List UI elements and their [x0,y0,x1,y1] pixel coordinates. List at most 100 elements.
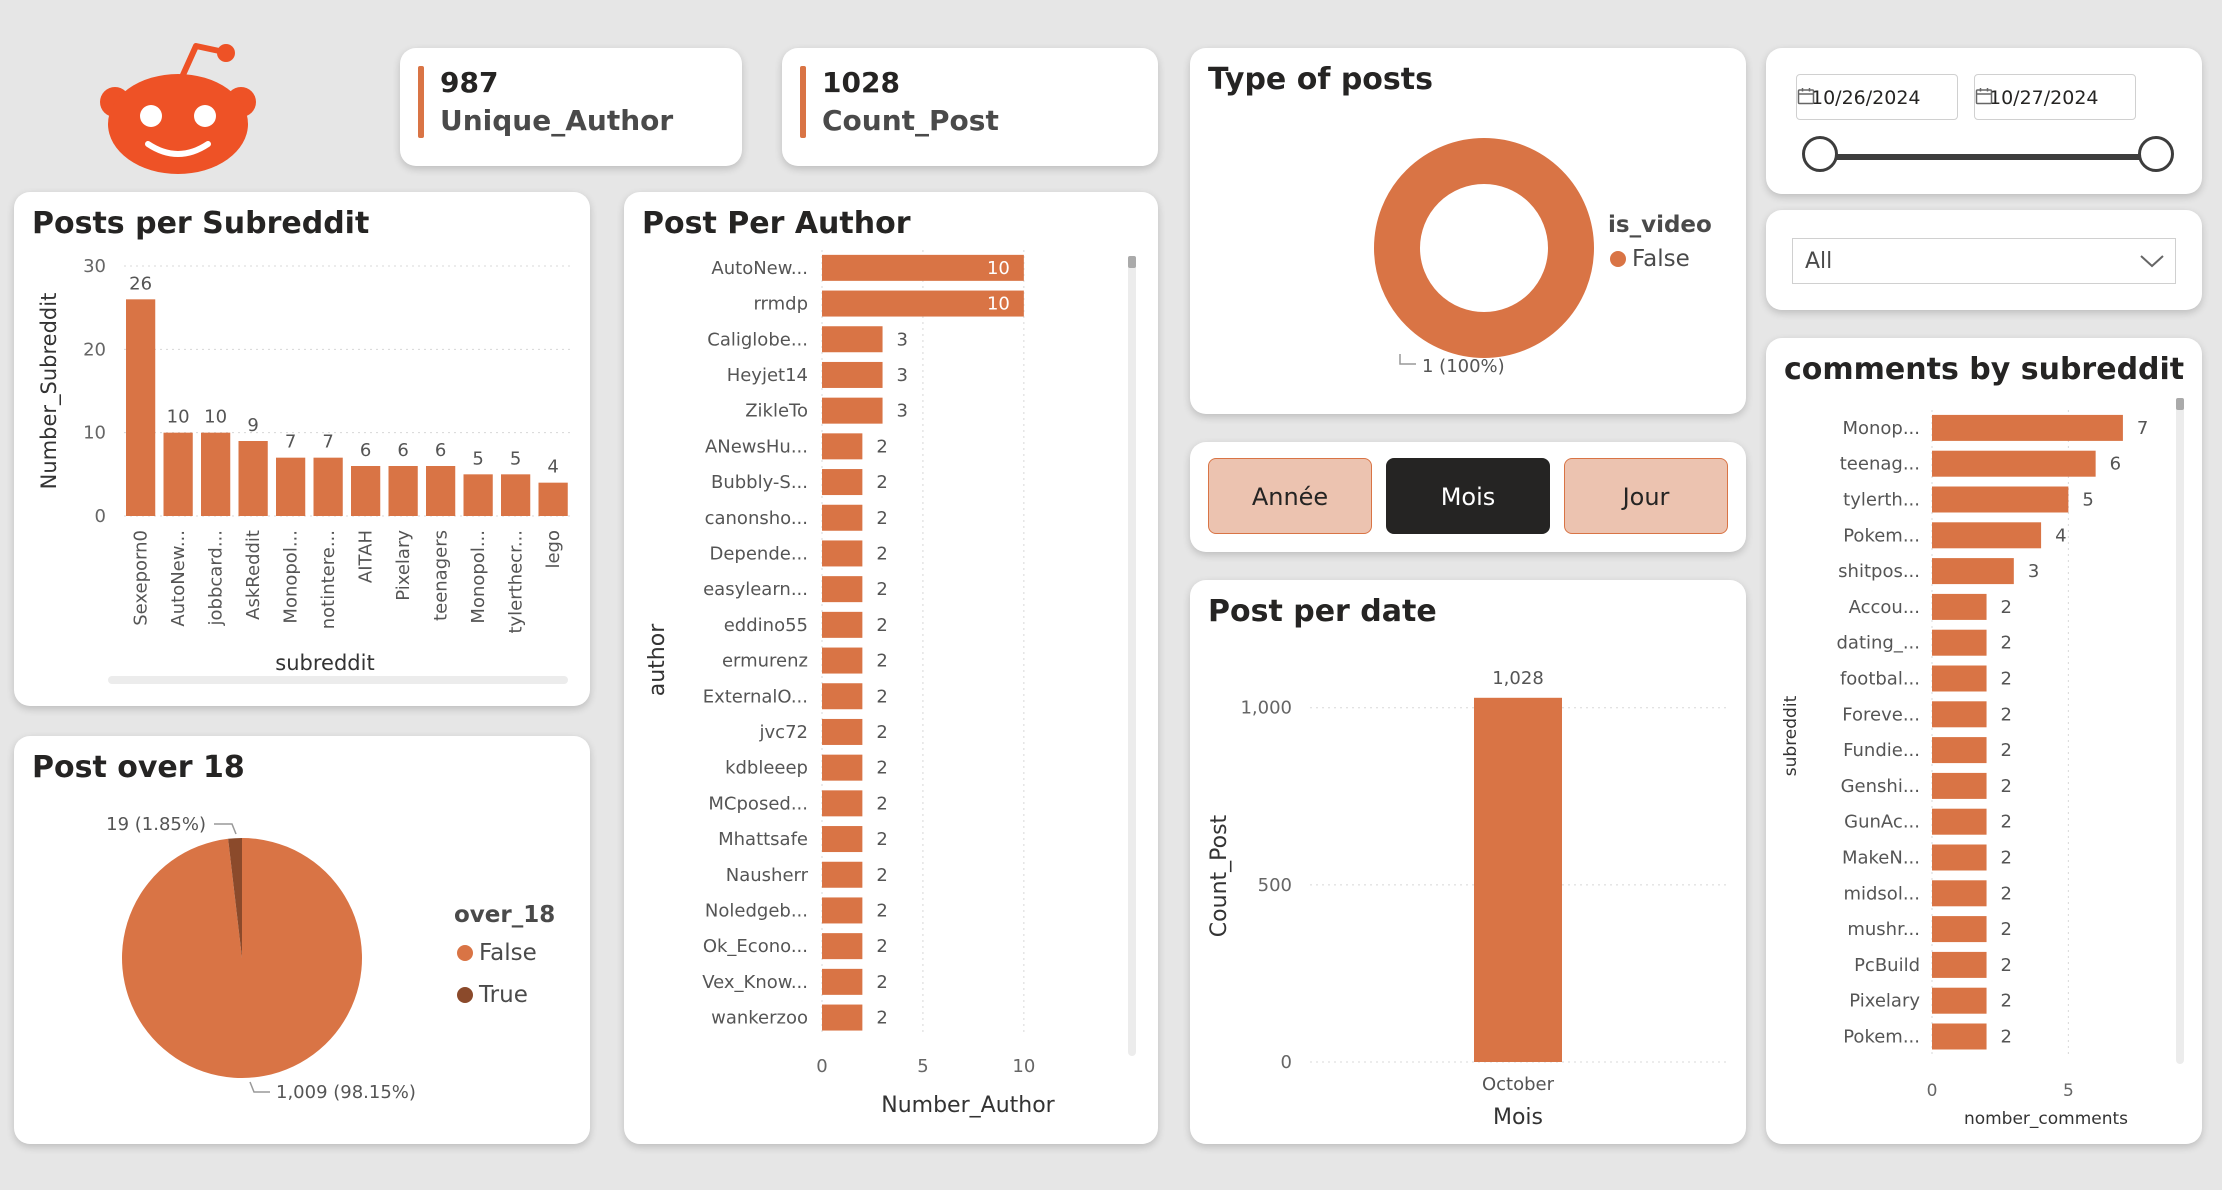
bar [1932,665,1987,692]
end-date-handle[interactable] [2138,136,2174,172]
bar [1932,486,2069,513]
legend-item-true: True [457,982,528,1008]
pie-slice [228,838,242,958]
data-label: 2 [2001,1027,2012,1048]
bar [822,826,863,853]
data-label: 19 (1.85%) [106,814,206,835]
bar [1932,414,2123,441]
y-tick-label: Monop... [1842,418,1920,439]
bar [822,504,863,531]
date-range-track[interactable] [1822,154,2152,160]
data-label: 4 [2055,525,2066,546]
post-over-18-card: Post over 18 19 (1.85%) 1,009 (98.15%) ov… [14,736,590,1144]
bar [822,968,863,995]
bar [822,469,863,496]
post-over-18-chart: 19 (1.85%) 1,009 (98.15%) [106,814,416,1103]
dropdown-slicer-card: All [1766,210,2202,310]
bar [1474,697,1562,1062]
chart-title: Post per date [1208,594,1437,629]
bar [822,397,883,424]
legend-title: is_video [1608,212,1712,238]
bar [501,474,531,516]
bar [426,466,456,516]
data-label: 6 [2110,454,2121,475]
bar [822,683,863,710]
x-tick-label: Sexeporn0 [131,530,152,626]
y-tick-label: shitpos... [1838,561,1920,582]
y-axis-title: Count_Post [1207,814,1232,937]
calendar-icon[interactable] [1975,87,1993,105]
bar [822,718,863,745]
y-tick-label: footbal... [1840,669,1920,690]
data-label: 1 (100%) [1422,356,1505,377]
donut-slice [1374,138,1594,358]
legend-item-false: False [457,940,537,966]
legend-item-false: False [1610,246,1690,272]
end-date-input[interactable]: 10/27/2024 [1974,74,2136,120]
leader-line [1399,354,1416,365]
x-tick-label: 5 [917,1056,928,1077]
data-label: 7 [285,432,296,453]
start-date-input[interactable]: 10/26/2024 [1796,74,1958,120]
legend-label: False [1632,246,1690,272]
kpi-label: Count_Post [822,104,999,137]
kpi-accent [418,66,424,138]
bar [822,897,863,924]
bar [463,474,493,516]
granularity-annee-button[interactable]: Année [1208,458,1372,534]
granularity-jour-button[interactable]: Jour [1564,458,1728,534]
y-tick-label: Noledgeb... [705,900,808,921]
type-of-posts-card: Type of posts 1 (100%) is_video False [1190,48,1746,414]
data-label: 2 [876,793,887,814]
post-per-date-card: Post per date 0 500 1,000 1,028 October Mois C… [1190,580,1746,1144]
y-tick-label: 30 [83,256,106,277]
data-label: 10 [204,407,227,428]
x-tick-label: 5 [2063,1081,2074,1101]
data-label: 2 [876,543,887,564]
data-label: 7 [2137,418,2148,439]
kpi-card-unique-author: 987 Unique_Author [400,48,742,166]
bar [126,299,156,516]
filter-dropdown[interactable]: All [1792,238,2176,284]
x-axis-title: nomber_comments [1964,1109,2128,1129]
y-tick-label: 0 [95,506,106,527]
dropdown-selected-value: All [1805,249,1833,274]
y-tick-label: 1,000 [1240,698,1292,719]
y-tick-label: Heyjet14 [727,365,808,386]
bar [822,326,883,353]
posts-per-subreddit-card: Posts per Subreddit 0 10 20 30 26 Sexeporn0 10… [14,192,590,706]
data-label: 2 [2001,883,2012,904]
data-label: 2 [876,508,887,529]
calendar-icon[interactable] [1797,87,1815,105]
bar [822,790,863,817]
leader-line [214,823,237,835]
legend-label: True [479,982,528,1008]
x-tick-label: lego [543,530,564,569]
y-tick-label: Foreve... [1842,704,1920,725]
type-of-posts-chart: 1 (100%) [1374,138,1594,377]
y-tick-label: Caliglobe... [707,329,808,350]
bar [1932,772,1987,799]
data-label: 2 [876,1008,887,1029]
granularity-mois-button[interactable]: Mois [1386,458,1550,534]
bar [1932,844,1987,871]
kpi-value: 987 [440,66,499,99]
chart-title: Type of posts [1208,62,1433,97]
data-label: 2 [2001,633,2012,654]
bar [822,611,863,638]
bar [1932,737,1987,764]
data-label: 2 [2001,704,2012,725]
data-label: 2 [2001,740,2012,761]
data-label: 2 [876,758,887,779]
reddit-logo [98,36,258,176]
x-tick-label: jobbcard... [206,530,227,626]
data-label: 7 [322,432,333,453]
bar [822,290,1024,317]
data-label: 1,028 [1492,668,1544,689]
start-date-handle[interactable] [1802,136,1838,172]
y-tick-label: Pokem... [1843,525,1920,546]
bar [1932,987,1987,1014]
data-label: 3 [897,365,908,386]
y-tick-label: 500 [1258,875,1292,896]
x-tick-label: AskReddit [243,530,264,620]
